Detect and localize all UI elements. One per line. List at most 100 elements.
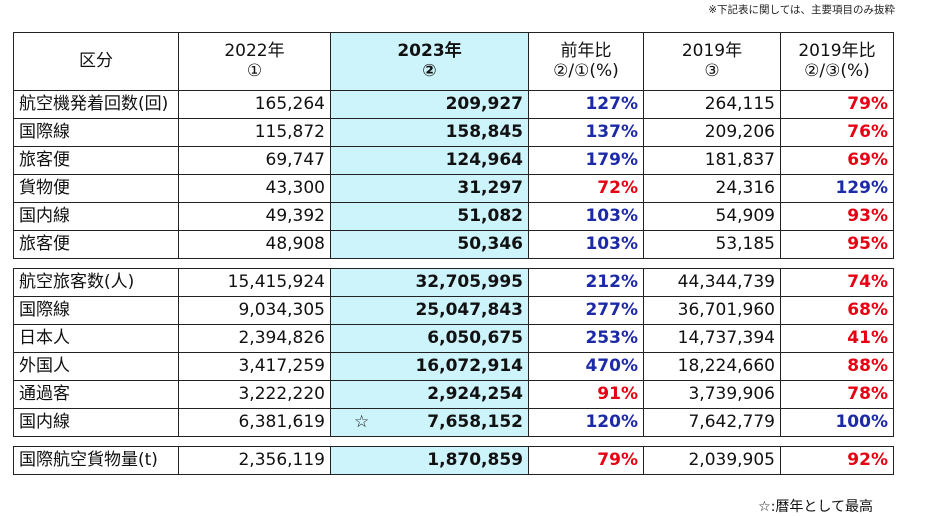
table-row: 旅客便 69,747 124,964 179% 181,837 69% bbox=[13, 146, 894, 175]
row-label: 通過客 bbox=[13, 380, 179, 409]
row-label: 国際線 bbox=[13, 118, 179, 147]
separator-cell bbox=[643, 436, 781, 447]
row-label: 国内線 bbox=[13, 408, 179, 437]
value-2023-text: 158,845 bbox=[445, 122, 523, 142]
value-2019: 209,206 bbox=[643, 118, 781, 147]
value-2019: 18,224,660 bbox=[643, 352, 781, 381]
table-body: 航空機発着回数(回) 165,264 209,927 127% 264,115 79% 国際… bbox=[13, 90, 894, 475]
yoy-ratio: 103% bbox=[528, 202, 644, 231]
table-row: 国内線 6,381,619 ☆ 7,658,152 120% 7,642,779 100% bbox=[13, 408, 894, 437]
header-yoy: 前年比 ②/①(%) bbox=[528, 32, 644, 91]
value-2023-text: 2,924,254 bbox=[427, 384, 523, 404]
value-2023-text: 6,050,675 bbox=[427, 328, 523, 348]
separator-cell bbox=[178, 436, 331, 447]
value-2022: 43,300 bbox=[178, 174, 331, 203]
header-row: 区分 2022年 ① 2023年 ② 前年比 ②/①(%) 2019年 ③ 2019年比… bbox=[13, 32, 894, 91]
value-2019: 181,837 bbox=[643, 146, 781, 175]
separator-cell bbox=[13, 258, 179, 269]
yoy-ratio: 179% bbox=[528, 146, 644, 175]
row-label: 航空機発着回数(回) bbox=[13, 90, 179, 119]
vs-2019-ratio: 92% bbox=[780, 446, 894, 475]
record-star-icon: ☆ bbox=[354, 412, 370, 432]
value-2023: 209,927 bbox=[330, 90, 529, 119]
table-row: 通過客 3,222,220 2,924,254 91% 3,739,906 78% bbox=[13, 380, 894, 409]
value-2019: 3,739,906 bbox=[643, 380, 781, 409]
header-2022: 2022年 ① bbox=[178, 32, 331, 91]
airport-statistics-table: 区分 2022年 ① 2023年 ② 前年比 ②/①(%) 2019年 ③ 2019年比… bbox=[13, 32, 894, 475]
table-row: 貨物便 43,300 31,297 72% 24,316 129% bbox=[13, 174, 894, 203]
header-vs2019: 2019年比 ②/③(%) bbox=[780, 32, 894, 91]
value-2019: 264,115 bbox=[643, 90, 781, 119]
group-separator bbox=[13, 436, 894, 447]
value-2023: 124,964 bbox=[330, 146, 529, 175]
yoy-ratio: 72% bbox=[528, 174, 644, 203]
header-category: 区分 bbox=[13, 32, 179, 91]
row-label: 旅客便 bbox=[13, 230, 179, 259]
value-2022: 48,908 bbox=[178, 230, 331, 259]
yoy-ratio: 253% bbox=[528, 324, 644, 353]
separator-cell bbox=[780, 258, 894, 269]
vs-2019-ratio: 88% bbox=[780, 352, 894, 381]
vs-2019-ratio: 129% bbox=[780, 174, 894, 203]
footnote-top: ※下記表に関しては、主要項目のみ抜粋 bbox=[708, 4, 895, 16]
yoy-ratio: 470% bbox=[528, 352, 644, 381]
value-2019: 36,701,960 bbox=[643, 296, 781, 325]
value-2023: 51,082 bbox=[330, 202, 529, 231]
value-2023-text: 32,705,995 bbox=[415, 272, 523, 292]
value-2019: 53,185 bbox=[643, 230, 781, 259]
separator-cell bbox=[13, 436, 179, 447]
value-2019: 7,642,779 bbox=[643, 408, 781, 437]
vs-2019-ratio: 69% bbox=[780, 146, 894, 175]
value-2023: 158,845 bbox=[330, 118, 529, 147]
vs-2019-ratio: 93% bbox=[780, 202, 894, 231]
value-2019: 2,039,905 bbox=[643, 446, 781, 475]
value-2023: 31,297 bbox=[330, 174, 529, 203]
value-2023: 16,072,914 bbox=[330, 352, 529, 381]
yoy-ratio: 212% bbox=[528, 268, 644, 297]
value-2022: 6,381,619 bbox=[178, 408, 331, 437]
value-2023: 2,924,254 bbox=[330, 380, 529, 409]
value-2023: 25,047,843 bbox=[330, 296, 529, 325]
table-row: 航空旅客数(人) 15,415,924 32,705,995 212% 44,344,7… bbox=[13, 268, 894, 297]
table-row: 国内線 49,392 51,082 103% 54,909 93% bbox=[13, 202, 894, 231]
value-2023: ☆ 7,658,152 bbox=[330, 408, 529, 437]
value-2019: 24,316 bbox=[643, 174, 781, 203]
value-2023: 32,705,995 bbox=[330, 268, 529, 297]
table-row: 旅客便 48,908 50,346 103% 53,185 95% bbox=[13, 230, 894, 259]
table-row: 国際航空貨物量(t) 2,356,119 1,870,859 79% 2,039,905… bbox=[13, 446, 894, 475]
table-row: 国際線 115,872 158,845 137% 209,206 76% bbox=[13, 118, 894, 147]
yoy-ratio: 120% bbox=[528, 408, 644, 437]
separator-cell bbox=[780, 436, 894, 447]
value-2023-text: 51,082 bbox=[457, 206, 523, 226]
vs-2019-ratio: 41% bbox=[780, 324, 894, 353]
value-2019: 54,909 bbox=[643, 202, 781, 231]
separator-cell bbox=[528, 258, 644, 269]
separator-cell bbox=[330, 436, 529, 447]
row-label: 旅客便 bbox=[13, 146, 179, 175]
row-label: 国際線 bbox=[13, 296, 179, 325]
value-2022: 9,034,305 bbox=[178, 296, 331, 325]
vs-2019-ratio: 79% bbox=[780, 90, 894, 119]
value-2022: 165,264 bbox=[178, 90, 331, 119]
value-2023-text: 25,047,843 bbox=[415, 300, 523, 320]
separator-cell bbox=[528, 436, 644, 447]
value-2023-text: 7,658,152 bbox=[427, 412, 523, 432]
value-2022: 115,872 bbox=[178, 118, 331, 147]
row-label: 国内線 bbox=[13, 202, 179, 231]
value-2023-text: 124,964 bbox=[445, 150, 523, 170]
group-separator bbox=[13, 258, 894, 269]
vs-2019-ratio: 95% bbox=[780, 230, 894, 259]
separator-cell bbox=[178, 258, 331, 269]
row-label: 貨物便 bbox=[13, 174, 179, 203]
table-row: 国際線 9,034,305 25,047,843 277% 36,701,960 68% bbox=[13, 296, 894, 325]
table-row: 航空機発着回数(回) 165,264 209,927 127% 264,115 79% bbox=[13, 90, 894, 119]
value-2023-text: 1,870,859 bbox=[427, 450, 523, 470]
value-2022: 2,394,826 bbox=[178, 324, 331, 353]
value-2023: 1,870,859 bbox=[330, 446, 529, 475]
value-2023-text: 209,927 bbox=[445, 94, 523, 114]
value-2022: 3,222,220 bbox=[178, 380, 331, 409]
row-label: 日本人 bbox=[13, 324, 179, 353]
separator-cell bbox=[643, 258, 781, 269]
vs-2019-ratio: 78% bbox=[780, 380, 894, 409]
yoy-ratio: 79% bbox=[528, 446, 644, 475]
